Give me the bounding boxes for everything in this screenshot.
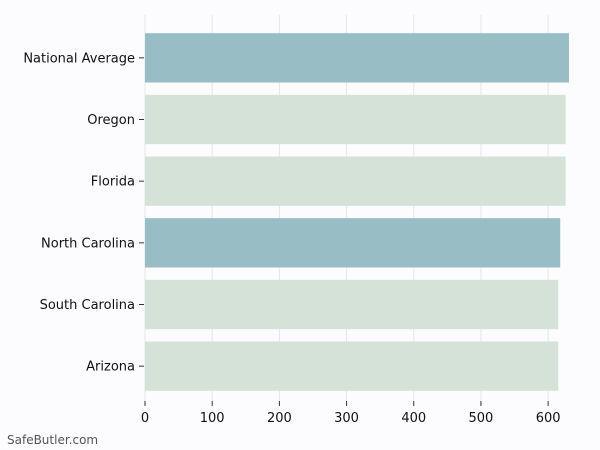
category-label: South Carolina — [40, 298, 135, 313]
bars — [145, 33, 569, 391]
x-tick-label: 200 — [267, 411, 292, 426]
category-axis: National Average Oregon Florida North Carol… — [23, 51, 144, 375]
bar — [145, 94, 566, 145]
value-axis: 0 100 200 300 400 500 600 — [141, 401, 561, 426]
bar — [145, 33, 569, 83]
x-tick-label: 600 — [536, 411, 561, 426]
x-tick-label: 500 — [469, 411, 494, 426]
category-label: National Average — [23, 51, 135, 66]
category-label: Arizona — [86, 360, 135, 375]
x-tick-label: 100 — [200, 411, 225, 426]
bar — [145, 218, 561, 268]
category-label: Oregon — [87, 113, 135, 128]
x-tick-label: 400 — [401, 411, 426, 426]
x-tick-label: 0 — [141, 411, 149, 426]
category-label: North Carolina — [41, 236, 135, 251]
bar — [145, 156, 566, 206]
watermark-text: SafeButler.com — [7, 433, 99, 447]
bar — [145, 279, 559, 330]
category-label: Florida — [91, 175, 135, 190]
x-tick-label: 300 — [334, 411, 359, 426]
bar — [145, 341, 559, 391]
